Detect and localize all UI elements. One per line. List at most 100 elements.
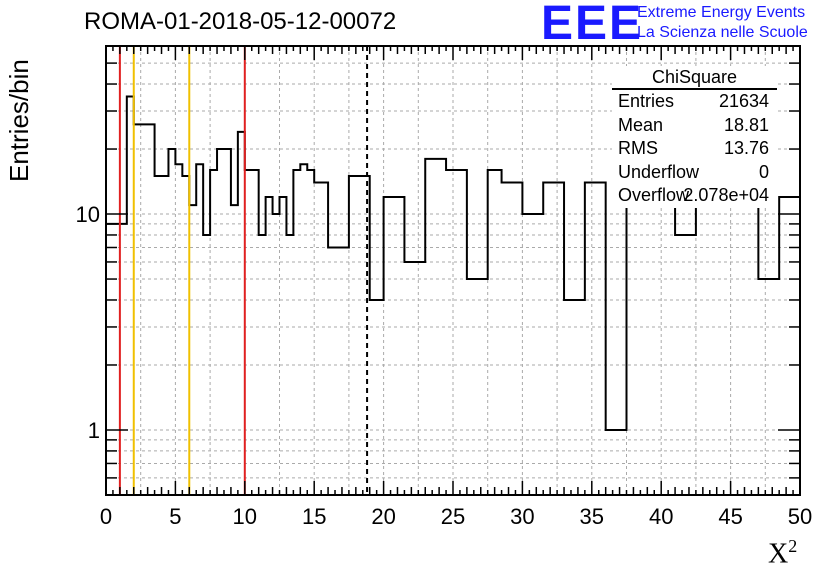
histogram-bin (509, 182, 516, 495)
histogram-bin (536, 214, 543, 495)
histogram-bin (127, 97, 134, 495)
histogram-bin (620, 430, 627, 495)
histogram-bin (696, 182, 703, 495)
histogram-bin (162, 176, 169, 495)
histogram-bin (293, 170, 300, 495)
histogram-bin (134, 124, 141, 495)
histogram-bin (245, 170, 252, 495)
histogram-bin (286, 235, 293, 495)
x-tick-label: 35 (580, 504, 604, 529)
histogram-bin (404, 262, 411, 495)
histogram-bin (515, 182, 522, 495)
histogram-bin (189, 205, 196, 495)
histogram-bin (495, 170, 502, 495)
histogram-bin (446, 170, 453, 495)
histogram-bin (106, 224, 113, 495)
axes (105, 45, 801, 496)
histogram-bin (474, 279, 481, 495)
chart-title: ROMA-01-2018-05-12-00072 (84, 8, 397, 35)
histogram-bin (280, 197, 287, 495)
histogram-bin (502, 182, 509, 495)
stats-key: RMS (618, 138, 658, 158)
histogram-bin (585, 182, 592, 495)
eee-logo-line2: La Scienza nelle Scuole (637, 24, 808, 41)
stats-row-overflow: Overflow 2.078e+04 (612, 184, 777, 208)
stats-value: 21634 (718, 91, 769, 111)
histogram-bin (356, 176, 363, 495)
x-tick-label: 5 (169, 504, 181, 529)
histogram-bin (689, 235, 696, 495)
histogram-bin (453, 170, 460, 495)
histogram-bin (661, 176, 668, 495)
histogram-bin (571, 300, 578, 495)
stats-value: 13.76 (723, 138, 769, 158)
histogram-bin (155, 176, 162, 495)
histogram-bin (384, 197, 391, 495)
stats-row-entries: Entries 21634 (612, 90, 777, 114)
x-tick-label: 45 (718, 504, 742, 529)
histogram-bin (529, 214, 536, 495)
histogram-bin (682, 235, 689, 495)
histogram-bin (703, 182, 710, 495)
histogram-bin (647, 182, 654, 495)
stats-key: Overflow (618, 185, 690, 205)
x-axis-label-superscript: 2 (788, 536, 798, 556)
histogram-bin (439, 159, 446, 495)
stats-row-mean: Mean 18.81 (612, 114, 777, 138)
histogram-bin (613, 430, 620, 495)
x-tick-label: 20 (371, 504, 395, 529)
stats-title: ChiSquare (612, 66, 777, 90)
stats-key: Underflow (618, 161, 700, 182)
histogram-bin (467, 279, 474, 495)
histogram-bin (779, 197, 786, 495)
histogram-bin (758, 279, 765, 495)
histogram-bin (751, 197, 758, 495)
histogram-bin (411, 262, 418, 495)
x-tick-label: 0 (100, 504, 112, 529)
histogram-bin (120, 224, 127, 495)
y-tick-label: 10 (76, 202, 100, 227)
histogram-bin (224, 149, 231, 495)
eee-logo: EEE (541, 0, 644, 50)
histogram-bin (488, 170, 495, 495)
eee-logo-text: Extreme Energy Events La Scienza nelle S… (637, 3, 808, 43)
histogram-bin (266, 197, 273, 495)
histogram-bin (391, 197, 398, 495)
stats-row-underflow: Underflow 0 (612, 161, 777, 185)
x-tick-label: 15 (302, 504, 326, 529)
histogram-bin (675, 235, 682, 495)
histogram-bin (252, 170, 259, 495)
histogram-bin (349, 176, 356, 495)
eee-logo-line1: Extreme Energy Events (637, 4, 806, 21)
histogram-bin (321, 182, 328, 495)
histogram-bin (592, 182, 599, 495)
histogram-bin (300, 164, 307, 495)
histogram-bin (397, 197, 404, 495)
stats-key: Entries (618, 91, 675, 111)
histogram-bin (342, 247, 349, 495)
x-axis-label-base: X (768, 538, 789, 570)
histogram-bin (432, 159, 439, 495)
histogram-bin (141, 124, 148, 495)
histogram-bin (314, 182, 321, 495)
y-axis-label: Entries/bin (4, 59, 34, 182)
stats-key: Mean (618, 114, 664, 135)
histogram-bin (328, 247, 335, 495)
histogram-bin (335, 247, 342, 495)
histogram-bin (654, 176, 661, 495)
stats-box: ChiSquare Entries 21634 Mean 18.81 RMS 13.7… (612, 66, 777, 208)
histogram-bin (550, 182, 557, 495)
y-tick-label: 1 (88, 418, 100, 443)
histogram-bin (217, 149, 224, 495)
histogram-bin (273, 214, 280, 495)
histogram-bin (113, 224, 120, 495)
x-tick-label: 40 (649, 504, 673, 529)
histogram-bin (238, 132, 245, 495)
stats-value: 0 (758, 161, 769, 182)
histogram-bin (627, 182, 634, 495)
histogram-bin (370, 300, 377, 495)
histogram-bin (744, 197, 751, 495)
histogram-bin (182, 176, 189, 495)
histogram-bin (564, 300, 571, 495)
